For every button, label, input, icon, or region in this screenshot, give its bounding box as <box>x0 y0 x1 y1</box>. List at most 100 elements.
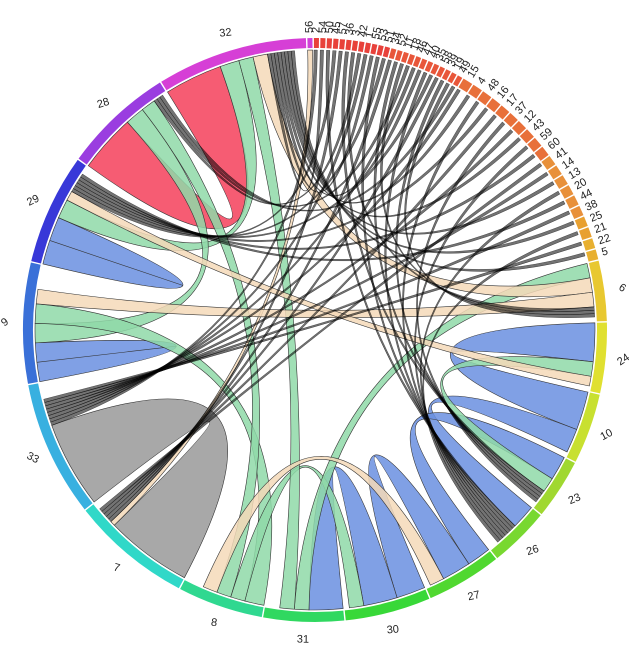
sector-arc <box>588 260 607 322</box>
chord <box>153 53 362 205</box>
chord <box>287 50 575 254</box>
sector-arc <box>364 42 371 54</box>
sector-label: 46 <box>415 39 431 55</box>
sector-arc <box>424 60 434 73</box>
sector-arc <box>28 383 93 510</box>
sector-arc <box>486 98 501 113</box>
sector-label: 55 <box>370 26 384 40</box>
sector-label: 9 <box>0 316 11 329</box>
sector-arc <box>570 205 584 220</box>
chord <box>103 76 439 517</box>
chord <box>347 52 595 312</box>
chord <box>78 154 536 250</box>
sector-label: 26 <box>525 543 540 558</box>
chords <box>34 49 596 611</box>
chord <box>108 50 343 522</box>
sector-arc <box>313 38 319 49</box>
sector-label: 33 <box>25 450 41 466</box>
sector-arc <box>418 58 428 70</box>
sector-arc <box>533 458 575 515</box>
sector-label: 41 <box>553 145 570 162</box>
sector-label: 11 <box>402 35 417 50</box>
sector-label: 42 <box>357 24 371 38</box>
chord <box>284 51 555 235</box>
sector-arc <box>351 40 359 52</box>
sector-label: 18 <box>409 37 424 53</box>
sector-arc <box>554 175 568 189</box>
sector-arc <box>527 137 542 152</box>
chord <box>34 339 177 383</box>
chord <box>422 231 579 543</box>
sector-label: 28 <box>96 96 111 111</box>
chord <box>50 49 318 426</box>
sector-arc <box>357 41 365 53</box>
sector-arc <box>426 551 497 599</box>
sector-label: 32 <box>219 26 233 39</box>
sector-label: 53 <box>376 27 390 42</box>
sector-label: 29 <box>25 193 41 209</box>
chord <box>48 67 416 420</box>
sector-arc <box>590 322 607 394</box>
sector-label: 24 <box>615 351 632 368</box>
sector-label: 6 <box>616 281 628 294</box>
sector-label: 45 <box>330 21 343 34</box>
sector-arc <box>345 39 352 51</box>
chord <box>49 54 368 423</box>
sector-label: 40 <box>427 44 443 60</box>
sector-arc <box>376 45 384 56</box>
sector-arc <box>31 159 86 264</box>
sector-arc <box>566 392 600 462</box>
sector-arc <box>574 216 588 230</box>
chord <box>46 129 514 413</box>
sector-label: 8 <box>210 617 218 630</box>
sector-label: 19 <box>451 55 467 71</box>
sector-arc <box>477 91 492 106</box>
sector-arc <box>22 262 41 384</box>
chord <box>99 162 543 512</box>
sector-arc <box>458 78 473 93</box>
sector-arc <box>534 146 549 161</box>
sector-label: 16 <box>495 84 512 101</box>
chord <box>202 456 444 593</box>
chord <box>395 79 541 500</box>
sector-arc <box>370 43 378 55</box>
sector-arc <box>382 46 391 58</box>
sector-arc <box>447 72 457 84</box>
chord <box>414 145 529 538</box>
sector-label: 50 <box>324 21 337 34</box>
sector-label: 5 <box>600 245 609 258</box>
sector-label: 10 <box>598 427 614 443</box>
sector-label: 35 <box>433 46 449 62</box>
sector-label: 58 <box>439 49 455 65</box>
chord <box>156 65 410 207</box>
sector-label: 39 <box>445 52 461 68</box>
sector-arc <box>436 66 446 78</box>
sector-arc <box>578 227 592 241</box>
sector-arc <box>519 129 534 144</box>
sector-arc <box>344 589 430 621</box>
sector-label: 25 <box>588 209 604 225</box>
sector-arc <box>441 69 451 81</box>
sector-arc <box>547 165 562 180</box>
chord <box>42 217 184 289</box>
chord <box>141 100 260 598</box>
sector-label: 22 <box>597 232 612 247</box>
sector-arc <box>400 51 409 63</box>
sector-label: 4 <box>475 75 488 87</box>
chord <box>80 173 566 262</box>
sector-label: 23 <box>567 491 583 507</box>
chord <box>47 88 461 416</box>
sector-arc <box>565 195 579 209</box>
chord <box>294 263 591 611</box>
sector-arc <box>394 49 403 62</box>
sector-arc <box>468 84 482 99</box>
sector-arc <box>180 580 264 618</box>
chord <box>71 50 337 238</box>
sector-arc <box>320 38 326 49</box>
sector-label: 56 <box>304 21 316 33</box>
sector-label: 49 <box>457 59 474 76</box>
sector-label: 44 <box>578 187 594 203</box>
sector-arc <box>388 48 397 60</box>
sector-label: 57 <box>337 22 350 35</box>
